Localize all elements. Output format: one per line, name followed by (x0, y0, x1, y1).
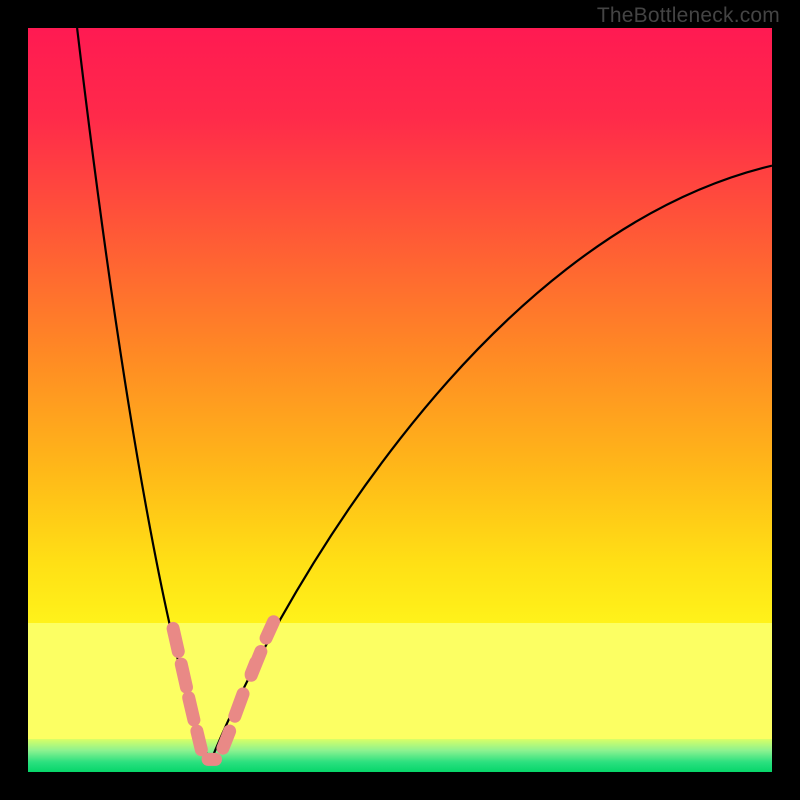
chart-frame: TheBottleneck.com (0, 0, 800, 800)
watermark-text: TheBottleneck.com (597, 4, 780, 28)
plot-area (28, 28, 772, 772)
bottleneck-curve (28, 28, 772, 772)
highlight-dashes (173, 622, 273, 760)
